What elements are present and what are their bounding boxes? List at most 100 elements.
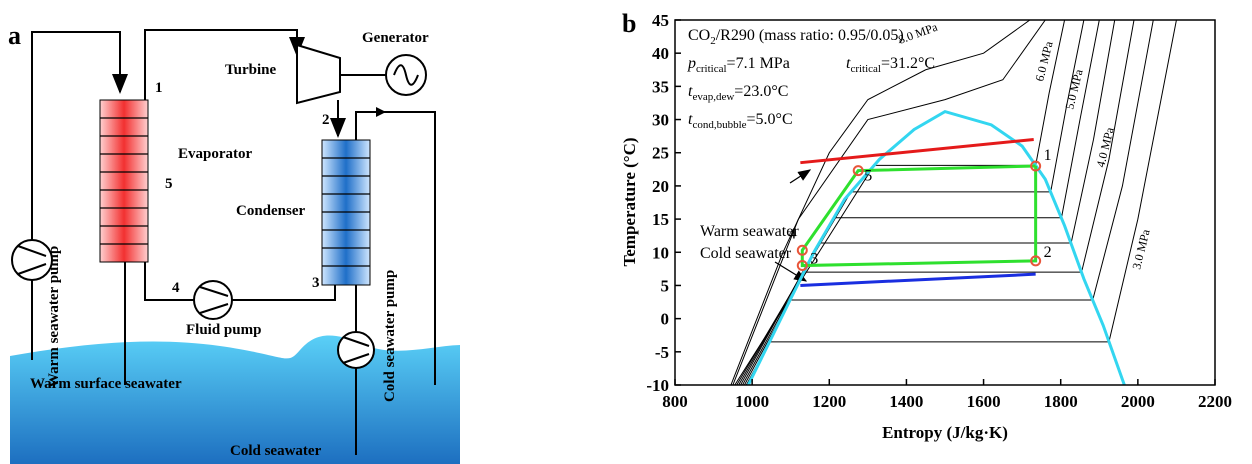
state-label: 2 bbox=[1044, 244, 1052, 261]
diagram: a 1 2 3 4 5 Turbine Generator Evaporator… bbox=[8, 21, 460, 464]
state-point bbox=[796, 244, 808, 256]
series-line bbox=[730, 20, 1031, 385]
arrow bbox=[789, 169, 812, 184]
annotation-text: =23.0°C bbox=[734, 83, 788, 100]
y-tick-label: -10 bbox=[646, 376, 669, 395]
series-line bbox=[800, 272, 1036, 287]
annotation-symbol: t bbox=[846, 55, 851, 72]
pumps bbox=[11, 239, 375, 369]
annotation: Cold seawater bbox=[700, 245, 792, 262]
pipe bbox=[144, 29, 305, 100]
series-line bbox=[746, 109, 1126, 385]
annotation-symbol: p bbox=[687, 55, 696, 72]
generator-symbol bbox=[393, 64, 419, 86]
annotation-subscript: evap,dew bbox=[692, 91, 734, 103]
y-tick-label: 25 bbox=[652, 144, 669, 163]
isobar-label: 4.0 MPa bbox=[1093, 125, 1117, 169]
plot-lines bbox=[730, 20, 1177, 385]
isobar-label: 3.0 MPa bbox=[1129, 227, 1153, 271]
state-point bbox=[852, 165, 864, 177]
pipe bbox=[31, 262, 126, 385]
x-tick-label: 1200 bbox=[812, 392, 846, 411]
series-line bbox=[800, 137, 1034, 165]
turbine bbox=[296, 43, 341, 105]
y-tick-label: 5 bbox=[661, 276, 670, 295]
annotation-text: =5.0°C bbox=[747, 111, 793, 128]
annotation-text: =7.1 MPa bbox=[727, 55, 790, 72]
sea bbox=[10, 335, 460, 464]
generator-label: Generator bbox=[362, 30, 429, 46]
evaporator bbox=[99, 99, 149, 263]
y-tick-label: 15 bbox=[652, 210, 669, 229]
annotation: tcritical=31.2°C bbox=[846, 55, 935, 75]
state-label: 3 bbox=[312, 275, 320, 291]
state-label: 4 bbox=[788, 225, 796, 242]
annotation-subscript: 2 bbox=[710, 35, 716, 47]
pipe bbox=[31, 31, 128, 240]
turbine-label: Turbine bbox=[225, 62, 276, 78]
state-point bbox=[1030, 160, 1042, 172]
state-label: 1 bbox=[1044, 147, 1052, 164]
warm-surface-label: Warm surface seawater bbox=[30, 376, 182, 392]
y-tick-label: 45 bbox=[652, 11, 669, 30]
y-tick-label: 30 bbox=[652, 111, 669, 130]
x-tick-label: 1600 bbox=[967, 392, 1001, 411]
condenser-label: Condenser bbox=[236, 203, 306, 219]
annotation-subscript: critical bbox=[696, 63, 727, 75]
pipe bbox=[144, 262, 336, 301]
annotation-text: /R290 (mass ratio: 0.95/0.05) bbox=[716, 27, 904, 44]
panel-label: a bbox=[8, 21, 21, 50]
isobar-label: 5.0 MPa bbox=[1062, 67, 1086, 111]
state-label: 4 bbox=[172, 280, 180, 296]
annotation: Warm seawater bbox=[700, 223, 799, 240]
x-tick-label: 2000 bbox=[1121, 392, 1155, 411]
evaporator-label: Evaporator bbox=[178, 146, 253, 162]
state-label: 1 bbox=[155, 80, 163, 96]
x-tick-label: 1800 bbox=[1044, 392, 1078, 411]
x-tick-label: 1400 bbox=[889, 392, 923, 411]
x-axis-label: Entropy (J/kg·K) bbox=[882, 423, 1008, 442]
annotation: CO2/R290 (mass ratio: 0.95/0.05) bbox=[688, 27, 904, 47]
annotation: tcond,bubble=5.0°C bbox=[688, 111, 793, 131]
series-line bbox=[734, 20, 1066, 385]
warm-pump-label: Warm seawater pump bbox=[46, 246, 62, 388]
cold-pump-label: Cold seawater pump bbox=[382, 270, 398, 402]
panel-label: b bbox=[622, 9, 636, 38]
state-label: 5 bbox=[864, 168, 872, 185]
annotation-text: =31.2°C bbox=[881, 55, 935, 72]
y-tick-label: 20 bbox=[652, 177, 669, 196]
condenser-fins bbox=[322, 157, 370, 267]
plot-frame bbox=[674, 19, 1216, 386]
state-point bbox=[796, 260, 808, 272]
annotation-symbol: CO bbox=[688, 27, 710, 44]
state-label: 5 bbox=[165, 176, 173, 192]
series-line bbox=[800, 164, 1038, 268]
evaporator-fins bbox=[100, 117, 148, 245]
series-line bbox=[745, 20, 1177, 385]
y-axis-label: Temperature (°C) bbox=[620, 137, 639, 266]
state-label: 2 bbox=[322, 112, 330, 128]
y-tick-label: 40 bbox=[652, 44, 669, 63]
annotation: pcritical=7.1 MPa bbox=[687, 55, 790, 75]
annotation-subscript: cond,bubble bbox=[692, 119, 746, 131]
x-tick-label: 1000 bbox=[735, 392, 769, 411]
state-point bbox=[1030, 255, 1042, 267]
y-tick-label: 10 bbox=[652, 243, 669, 262]
x-tick-label: 800 bbox=[662, 392, 688, 411]
y-tick-label: 35 bbox=[652, 77, 669, 96]
annotation-subscript: critical bbox=[850, 63, 881, 75]
state-label: 3 bbox=[810, 251, 818, 268]
arrow bbox=[376, 107, 386, 117]
pipe bbox=[355, 111, 436, 385]
cold-seawater-label: Cold seawater bbox=[230, 443, 322, 459]
y-tick-label: -5 bbox=[655, 343, 669, 362]
annotation-symbol: t bbox=[688, 111, 693, 128]
series-line bbox=[732, 20, 1046, 385]
series-line bbox=[740, 20, 1116, 385]
fluid-pump-label: Fluid pump bbox=[186, 322, 261, 338]
series-line bbox=[736, 20, 1085, 385]
y-tick-label: 0 bbox=[661, 310, 670, 329]
annotation: tevap,dew=23.0°C bbox=[688, 83, 788, 103]
annotation-symbol: t bbox=[688, 83, 693, 100]
